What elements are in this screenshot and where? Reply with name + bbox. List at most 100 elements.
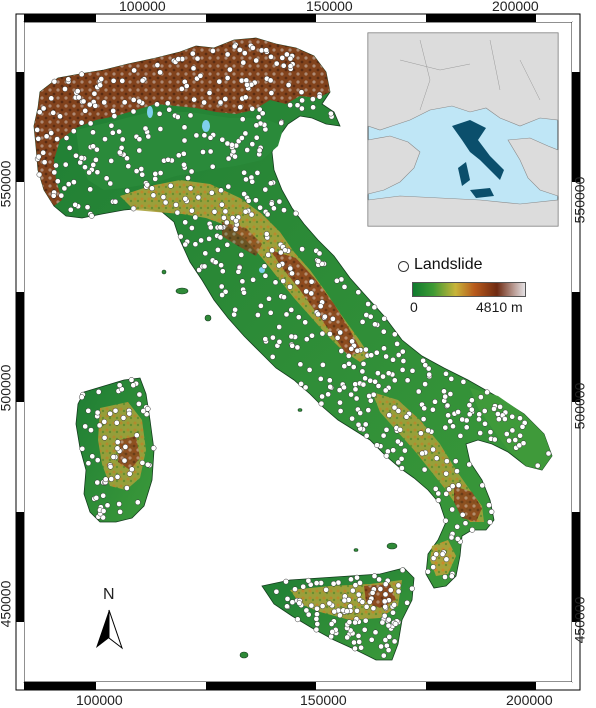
landslide-marker <box>86 101 93 108</box>
landslide-marker <box>334 277 340 284</box>
landslide-marker <box>216 78 223 85</box>
landslide-marker <box>370 605 377 612</box>
landslide-marker <box>110 454 117 460</box>
landslide-marker <box>231 43 238 50</box>
landslide-marker <box>372 378 378 385</box>
landslide-marker <box>289 342 296 349</box>
landslide-marker <box>337 612 343 619</box>
landslide-marker <box>435 497 442 504</box>
x-tick-top-3: 200000 <box>492 0 539 14</box>
landslide-marker <box>281 207 287 213</box>
landslide-marker <box>104 502 111 509</box>
landslide-marker <box>272 279 279 286</box>
landslide-marker <box>208 189 215 196</box>
landslide-marker <box>327 384 334 390</box>
landslide-marker <box>382 637 389 643</box>
landslide-marker <box>487 519 493 525</box>
landslide-marker <box>399 348 406 355</box>
landslide-marker <box>325 391 331 398</box>
landslide-marker <box>202 250 209 257</box>
landslide-marker <box>116 149 123 156</box>
landslide-marker <box>242 208 249 215</box>
y-tick-left-3: 450000 <box>0 580 14 628</box>
landslide-marker <box>218 283 225 290</box>
landslide-marker <box>491 436 498 443</box>
landslide-marker <box>367 313 374 320</box>
landslide-marker <box>359 368 366 375</box>
landslide-marker <box>94 457 101 463</box>
landslide-marker <box>181 161 187 168</box>
landslide-marker <box>383 426 390 433</box>
landslide-marker <box>419 450 426 457</box>
landslide-marker <box>374 442 380 449</box>
landslide-marker <box>479 482 486 489</box>
landslide-marker <box>51 78 58 85</box>
landslide-marker <box>278 120 285 126</box>
landslide-marker <box>227 66 233 73</box>
landslide-marker <box>94 479 101 486</box>
landslide-marker <box>201 99 207 106</box>
landslide-marker <box>223 219 230 226</box>
landslide-marker <box>61 185 68 192</box>
landslide-marker <box>363 432 370 439</box>
landslide-marker <box>439 551 446 558</box>
landslide-marker <box>108 158 115 164</box>
landslide-marker <box>239 278 246 285</box>
landslide-marker <box>337 329 344 336</box>
landslide-marker <box>139 459 146 466</box>
landslide-marker <box>178 86 185 92</box>
landslide-marker <box>181 137 188 144</box>
landslide-marker <box>87 120 94 127</box>
landslide-marker <box>232 306 238 313</box>
landslide-marker <box>365 301 371 307</box>
landslide-marker <box>449 483 456 489</box>
landslide-marker <box>330 316 336 322</box>
landslide-marker <box>392 621 399 627</box>
landslide-marker <box>287 55 294 62</box>
landslide-marker <box>112 198 119 205</box>
landslide-marker <box>249 178 256 185</box>
landslide-marker <box>256 106 263 113</box>
y-tick-right-1: 550000 <box>571 176 588 224</box>
landslide-marker <box>207 134 214 141</box>
landslide-marker <box>174 209 181 216</box>
landslide-marker <box>265 252 272 258</box>
landslide-marker <box>317 376 324 382</box>
landslide-marker <box>249 141 256 147</box>
landslide-marker <box>519 423 526 430</box>
landslide-marker <box>448 534 455 541</box>
landslide-marker <box>281 294 287 300</box>
landslide-marker <box>341 597 348 604</box>
landslide-marker <box>279 55 286 61</box>
landslide-marker <box>284 596 291 602</box>
landslide-marker <box>206 236 212 242</box>
landslide-marker <box>254 170 261 176</box>
landslide-marker <box>395 438 401 445</box>
landslide-marker <box>212 259 219 266</box>
landslide-marker <box>241 50 248 56</box>
landslide-marker <box>217 224 224 231</box>
sardinia-island <box>75 377 155 523</box>
landslide-marker <box>320 362 326 368</box>
landslide-marker <box>239 135 245 141</box>
landslide-marker <box>102 136 108 142</box>
landslide-marker <box>79 445 86 452</box>
landslide-marker <box>119 78 126 84</box>
landslide-marker <box>398 455 405 462</box>
landslide-marker <box>96 422 103 429</box>
landslide-marker <box>136 136 143 143</box>
landslide-marker <box>175 56 182 62</box>
landslide-marker <box>351 639 357 646</box>
landslide-marker <box>442 574 448 580</box>
landslide-marker <box>93 157 99 163</box>
landslide-marker <box>381 315 388 322</box>
landslide-marker <box>87 186 94 193</box>
landslide-marker <box>78 119 85 126</box>
landslide-marker <box>54 136 60 142</box>
landslide-marker <box>344 634 351 641</box>
landslide-marker <box>130 205 137 212</box>
landslide-marker <box>188 168 195 175</box>
landslide-marker <box>266 295 272 302</box>
landslide-marker <box>462 520 469 527</box>
landslide-marker <box>441 388 447 395</box>
